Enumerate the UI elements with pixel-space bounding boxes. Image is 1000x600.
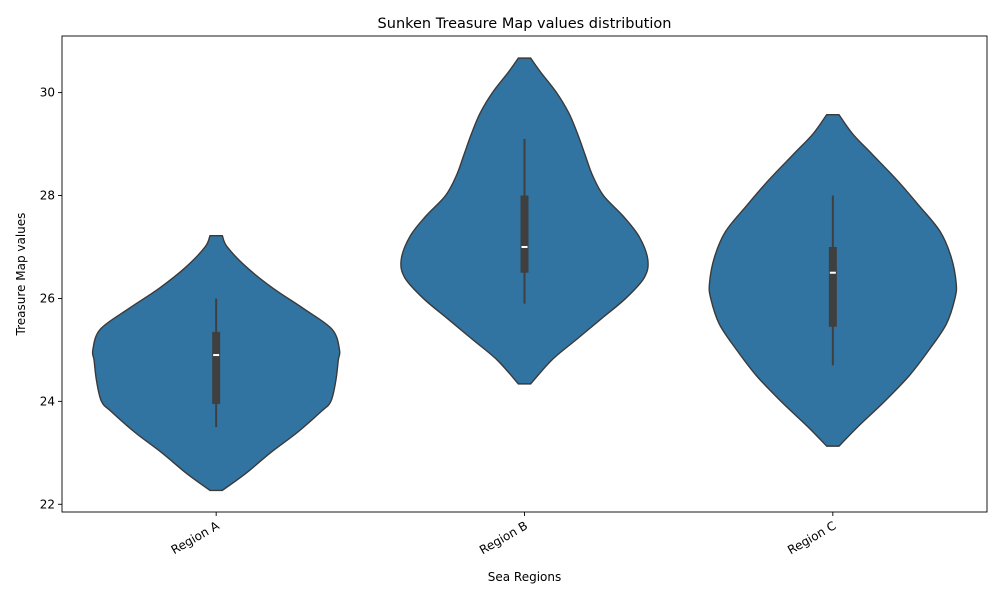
y-tick-label: 26 bbox=[40, 291, 55, 305]
y-tick-label: 30 bbox=[40, 86, 55, 100]
violins-layer bbox=[91, 57, 958, 492]
x-tick-label: Region A bbox=[169, 518, 223, 557]
iqr-box-region-a bbox=[212, 331, 221, 404]
x-tick-label: Region B bbox=[477, 518, 530, 557]
y-tick-label: 24 bbox=[40, 394, 55, 408]
chart-title: Sunken Treasure Map values distribution bbox=[378, 16, 672, 32]
x-axis-label: Sea Regions bbox=[488, 570, 562, 584]
y-tick-label: 28 bbox=[40, 189, 55, 203]
x-tick-label: Region C bbox=[785, 518, 838, 557]
y-tick-label: 22 bbox=[40, 497, 55, 511]
y-axis-label: Treasure Map values bbox=[14, 213, 28, 337]
iqr-box-region-c bbox=[828, 246, 837, 327]
x-axis: Region A Region B Region C bbox=[169, 512, 838, 557]
iqr-box-region-b bbox=[520, 195, 529, 273]
y-axis: 22 24 26 28 30 bbox=[40, 86, 62, 511]
boxes-layer bbox=[212, 138, 837, 428]
